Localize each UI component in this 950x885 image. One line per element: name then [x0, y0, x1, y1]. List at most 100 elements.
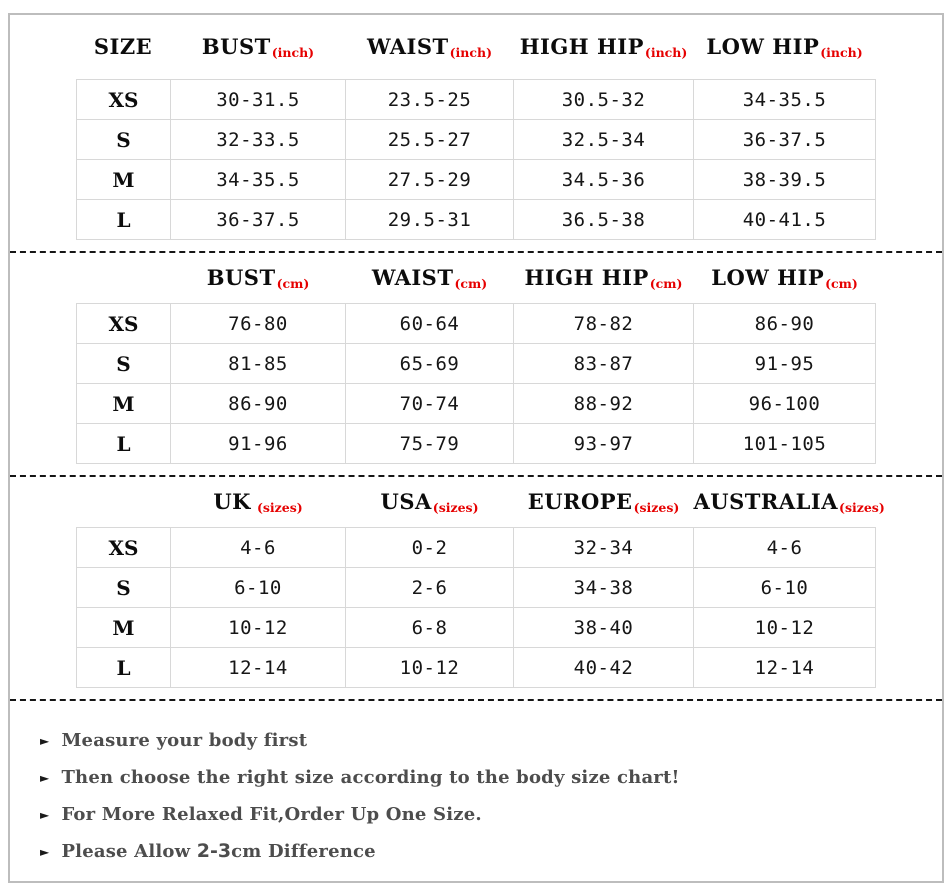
column-header-usa: USA(sizes)	[346, 489, 514, 515]
column-header-label: UK	[213, 489, 251, 514]
value-cell: 32-33.5	[171, 120, 346, 160]
value-cell: 36.5-38	[514, 200, 694, 240]
column-header-label: WAIST	[366, 34, 449, 59]
column-header-empty	[77, 265, 171, 291]
value-cell: 93-97	[514, 424, 694, 464]
table-row: XS 4-6 0-2 32-34 4-6	[77, 528, 876, 568]
column-header-high-hip: HIGH HIP(cm)	[514, 265, 694, 291]
value-cell: 10-12	[171, 608, 346, 648]
value-cell: 96-100	[694, 384, 876, 424]
size-table-cm: XS 76-80 60-64 78-82 86-90 S 81-85 65-69…	[76, 303, 876, 464]
value-cell: 101-105	[694, 424, 876, 464]
column-header-label: LOW HIP	[706, 34, 820, 59]
value-cell: 6-10	[171, 568, 346, 608]
column-header-unit: (cm)	[825, 276, 858, 291]
column-header-unit: (inch)	[644, 45, 688, 60]
column-header-bust: BUST(cm)	[171, 265, 346, 291]
size-label-cell: L	[77, 648, 171, 688]
value-cell: 38-39.5	[694, 160, 876, 200]
value-cell: 83-87	[514, 344, 694, 384]
value-cell: 40-41.5	[694, 200, 876, 240]
size-label-cell: XS	[77, 528, 171, 568]
size-label-cell: L	[77, 424, 171, 464]
table-header-row: BUST(cm) WAIST(cm) HIGH HIP(cm) LOW HIP(…	[77, 253, 876, 303]
value-cell: 12-14	[694, 648, 876, 688]
value-cell: 10-12	[694, 608, 876, 648]
column-header-waist: WAIST(inch)	[346, 34, 514, 60]
value-cell: 10-12	[346, 648, 514, 688]
column-header-label: HIGH HIP	[524, 265, 649, 290]
size-chart-panel: SIZE BUST(inch) WAIST(inch) HIGH HIP(inc…	[8, 13, 944, 883]
table-row: L 12-14 10-12 40-42 12-14	[77, 648, 876, 688]
column-header-label: HIGH HIP	[519, 34, 644, 59]
size-table-section-inch: SIZE BUST(inch) WAIST(inch) HIGH HIP(inc…	[10, 15, 942, 240]
table-row: M 86-90 70-74 88-92 96-100	[77, 384, 876, 424]
note-relaxed-fit: ► For More Relaxed Fit,Order Up One Size…	[40, 803, 942, 825]
column-header-label: LOW HIP	[711, 265, 825, 290]
column-header-label: SIZE	[93, 34, 153, 59]
value-cell: 65-69	[346, 344, 514, 384]
value-cell: 34.5-36	[514, 160, 694, 200]
column-header-label: BUST	[201, 34, 271, 59]
triangle-bullet-icon: ►	[40, 845, 50, 859]
column-header-label: EUROPE	[527, 489, 633, 514]
value-cell: 78-82	[514, 304, 694, 344]
size-label-cell: M	[77, 160, 171, 200]
column-header-waist: WAIST(cm)	[346, 265, 514, 291]
table-row: S 32-33.5 25.5-27 32.5-34 36-37.5	[77, 120, 876, 160]
column-header-unit: (cm)	[276, 276, 310, 291]
value-cell: 29.5-31	[346, 200, 514, 240]
value-cell: 70-74	[346, 384, 514, 424]
table-row: M 34-35.5 27.5-29 34.5-36 38-39.5	[77, 160, 876, 200]
size-label-cell: XS	[77, 304, 171, 344]
value-cell: 25.5-27	[346, 120, 514, 160]
column-header-empty	[77, 489, 171, 515]
table-row: M 10-12 6-8 38-40 10-12	[77, 608, 876, 648]
note-text: Then choose the right size according to …	[61, 767, 680, 788]
column-header-europe: EUROPE(sizes)	[514, 489, 694, 515]
value-cell: 23.5-25	[346, 80, 514, 120]
table-row: XS 76-80 60-64 78-82 86-90	[77, 304, 876, 344]
value-cell: 38-40	[514, 608, 694, 648]
value-cell: 36-37.5	[171, 200, 346, 240]
table-row: S 81-85 65-69 83-87 91-95	[77, 344, 876, 384]
size-table-section-international: UK (sizes) USA(sizes) EUROPE(sizes) AUST…	[10, 477, 942, 688]
value-cell: 32-34	[514, 528, 694, 568]
dashed-separator	[10, 699, 942, 701]
table-row: S 6-10 2-6 34-38 6-10	[77, 568, 876, 608]
size-label-cell: S	[77, 120, 171, 160]
value-cell: 0-2	[346, 528, 514, 568]
note-text: Measure your body first	[61, 730, 308, 751]
value-cell: 4-6	[694, 528, 876, 568]
table-row: L 36-37.5 29.5-31 36.5-38 40-41.5	[77, 200, 876, 240]
column-header-unit: (sizes)	[432, 500, 479, 515]
column-header-label: USA	[380, 489, 432, 514]
value-cell: 4-6	[171, 528, 346, 568]
value-cell: 34-38	[514, 568, 694, 608]
column-header-unit: (cm)	[649, 276, 683, 291]
size-label-cell: L	[77, 200, 171, 240]
column-header-unit: (inch)	[820, 45, 863, 60]
value-cell: 34-35.5	[694, 80, 876, 120]
dashed-separator	[10, 251, 942, 253]
value-cell: 60-64	[346, 304, 514, 344]
table-row: XS 30-31.5 23.5-25 30.5-32 34-35.5	[77, 80, 876, 120]
column-header-unit: (sizes)	[633, 500, 680, 515]
note-text: Please Allow 2-3cm Difference	[61, 840, 376, 862]
value-cell: 27.5-29	[346, 160, 514, 200]
size-table-inch: XS 30-31.5 23.5-25 30.5-32 34-35.5 S 32-…	[76, 79, 876, 240]
note-allow-difference: ► Please Allow 2-3cm Difference	[40, 840, 942, 862]
table-header-row: UK (sizes) USA(sizes) EUROPE(sizes) AUST…	[77, 477, 884, 527]
column-header-label: BUST	[206, 265, 276, 290]
triangle-bullet-icon: ►	[40, 734, 50, 748]
value-cell: 6-10	[694, 568, 876, 608]
size-table-section-cm: BUST(cm) WAIST(cm) HIGH HIP(cm) LOW HIP(…	[10, 253, 942, 464]
value-cell: 36-37.5	[694, 120, 876, 160]
value-cell: 32.5-34	[514, 120, 694, 160]
value-cell: 2-6	[346, 568, 514, 608]
value-cell: 30-31.5	[171, 80, 346, 120]
value-cell: 30.5-32	[514, 80, 694, 120]
table-header-row: SIZE BUST(inch) WAIST(inch) HIGH HIP(inc…	[77, 15, 876, 79]
value-cell: 40-42	[514, 648, 694, 688]
